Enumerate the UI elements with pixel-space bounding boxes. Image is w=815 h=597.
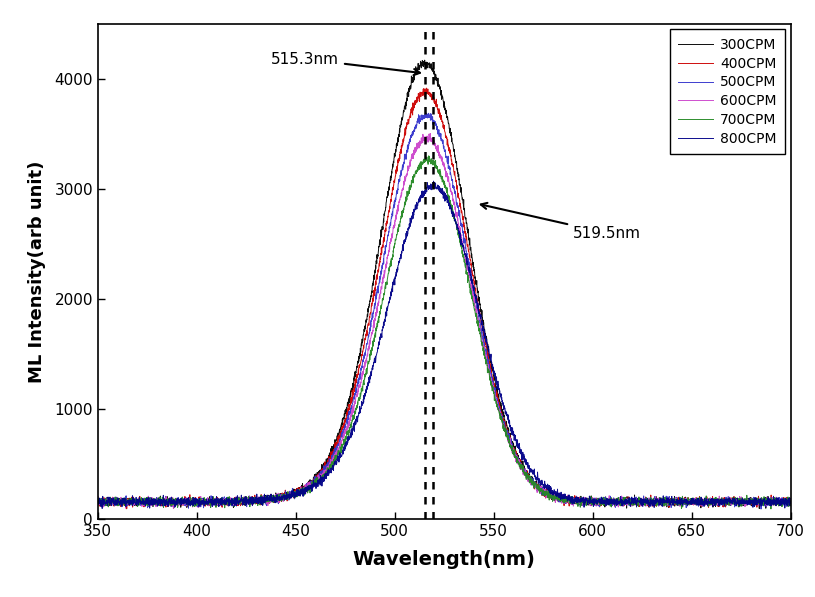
800CPM <box>420 189 430 196</box>
600CPM <box>733 497 742 504</box>
300CPM <box>732 498 742 506</box>
Text: 519.5nm: 519.5nm <box>481 203 641 241</box>
500CPM <box>420 112 430 119</box>
300CPM <box>786 498 795 506</box>
700CPM <box>420 159 430 166</box>
400CPM <box>93 498 103 505</box>
700CPM <box>504 439 514 447</box>
700CPM <box>343 429 353 436</box>
600CPM <box>425 130 435 137</box>
Legend: 300CPM, 400CPM, 500CPM, 600CPM, 700CPM, 800CPM: 300CPM, 400CPM, 500CPM, 600CPM, 700CPM, … <box>670 29 785 155</box>
600CPM <box>504 437 514 444</box>
500CPM <box>93 497 103 504</box>
400CPM <box>238 498 248 505</box>
800CPM <box>733 494 742 501</box>
400CPM <box>421 85 431 92</box>
700CPM <box>424 152 434 159</box>
600CPM <box>344 421 354 428</box>
300CPM <box>420 59 430 66</box>
600CPM <box>169 505 178 512</box>
300CPM <box>504 430 514 437</box>
700CPM <box>237 498 247 505</box>
400CPM <box>344 411 354 418</box>
500CPM <box>237 498 247 506</box>
500CPM <box>732 496 742 503</box>
Line: 700CPM: 700CPM <box>98 156 791 509</box>
800CPM <box>786 499 795 506</box>
700CPM <box>766 505 776 512</box>
Line: 500CPM: 500CPM <box>98 113 791 509</box>
800CPM <box>344 437 354 444</box>
700CPM <box>786 497 795 504</box>
400CPM <box>786 500 795 507</box>
700CPM <box>93 496 103 503</box>
400CPM <box>121 505 131 512</box>
Text: 515.3nm: 515.3nm <box>271 51 420 75</box>
700CPM <box>732 498 742 505</box>
400CPM <box>504 436 514 444</box>
Line: 800CPM: 800CPM <box>98 181 791 509</box>
600CPM <box>420 137 430 144</box>
700CPM <box>533 485 543 493</box>
400CPM <box>534 486 544 493</box>
800CPM <box>429 177 438 184</box>
500CPM <box>504 430 514 438</box>
300CPM <box>343 398 353 405</box>
Y-axis label: ML Intensity(arb unit): ML Intensity(arb unit) <box>28 161 46 383</box>
800CPM <box>97 505 107 512</box>
800CPM <box>238 498 248 505</box>
300CPM <box>420 57 430 64</box>
Line: 400CPM: 400CPM <box>98 88 791 509</box>
600CPM <box>786 498 795 506</box>
800CPM <box>93 500 103 507</box>
Line: 300CPM: 300CPM <box>98 60 791 509</box>
500CPM <box>756 506 766 513</box>
300CPM <box>533 481 543 488</box>
500CPM <box>421 109 431 116</box>
400CPM <box>733 498 742 506</box>
600CPM <box>93 497 103 504</box>
500CPM <box>533 486 543 493</box>
500CPM <box>343 417 353 424</box>
300CPM <box>237 500 247 507</box>
Line: 600CPM: 600CPM <box>98 134 791 509</box>
600CPM <box>238 501 248 508</box>
800CPM <box>504 420 514 427</box>
800CPM <box>534 480 544 487</box>
300CPM <box>93 495 103 502</box>
300CPM <box>755 505 764 512</box>
X-axis label: Wavelength(nm): Wavelength(nm) <box>353 550 535 570</box>
500CPM <box>786 496 795 503</box>
600CPM <box>534 483 544 490</box>
400CPM <box>420 91 430 99</box>
